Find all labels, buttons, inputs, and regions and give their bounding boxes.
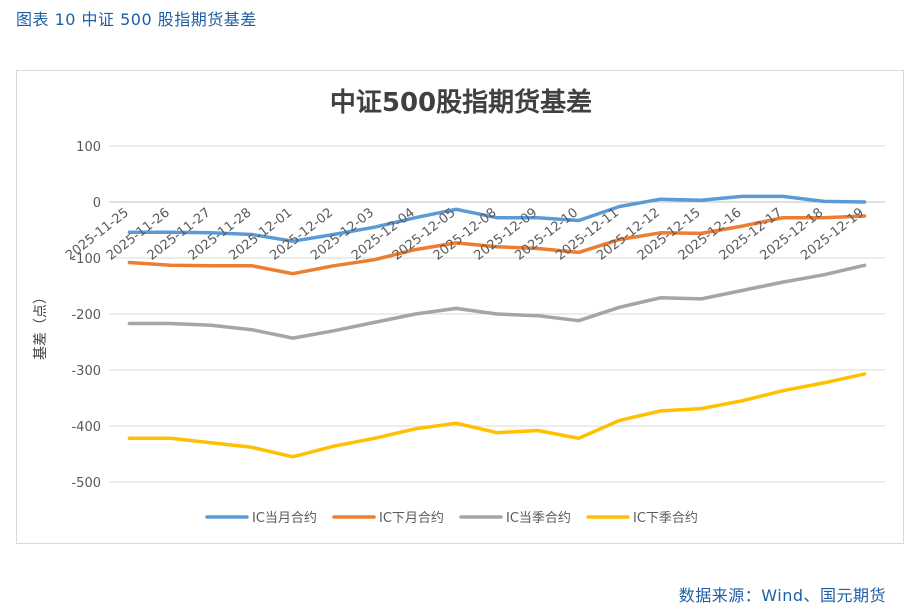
series-line-1 <box>127 194 867 243</box>
y-tick-label: 0 <box>93 196 101 211</box>
legend-label-2: IC下月合约 <box>379 511 444 526</box>
source-note: 数据来源：Wind、国元期货 <box>678 586 886 605</box>
legend-label-3: IC当季合约 <box>506 511 571 526</box>
y-tick-label: -500 <box>71 476 101 491</box>
series-line-3 <box>127 263 867 340</box>
y-tick-label: -300 <box>71 364 101 379</box>
legend-label-1: IC当月合约 <box>252 511 317 526</box>
chart-container: 中证500股指期货基差 基差（点） 100 0 -100 -200 -300 -400 -5… <box>16 70 904 544</box>
y-tick-label: -100 <box>71 252 101 267</box>
legend-label-4: IC下季合约 <box>633 511 698 526</box>
figure-caption: 图表 10 中证 500 股指期货基差 <box>16 10 257 29</box>
y-axis-label: 基差（点） <box>32 290 49 360</box>
basis-line-chart: 中证500股指期货基差 基差（点） 100 0 -100 -200 -300 -400 -5… <box>32 87 885 526</box>
series-line-4 <box>127 372 867 459</box>
y-tick-label: -200 <box>71 308 101 323</box>
series-line-2 <box>127 214 867 276</box>
chart-title: 中证500股指期货基差 <box>330 87 592 118</box>
y-tick-label: -400 <box>71 420 101 435</box>
y-tick-label: 100 <box>76 140 101 155</box>
